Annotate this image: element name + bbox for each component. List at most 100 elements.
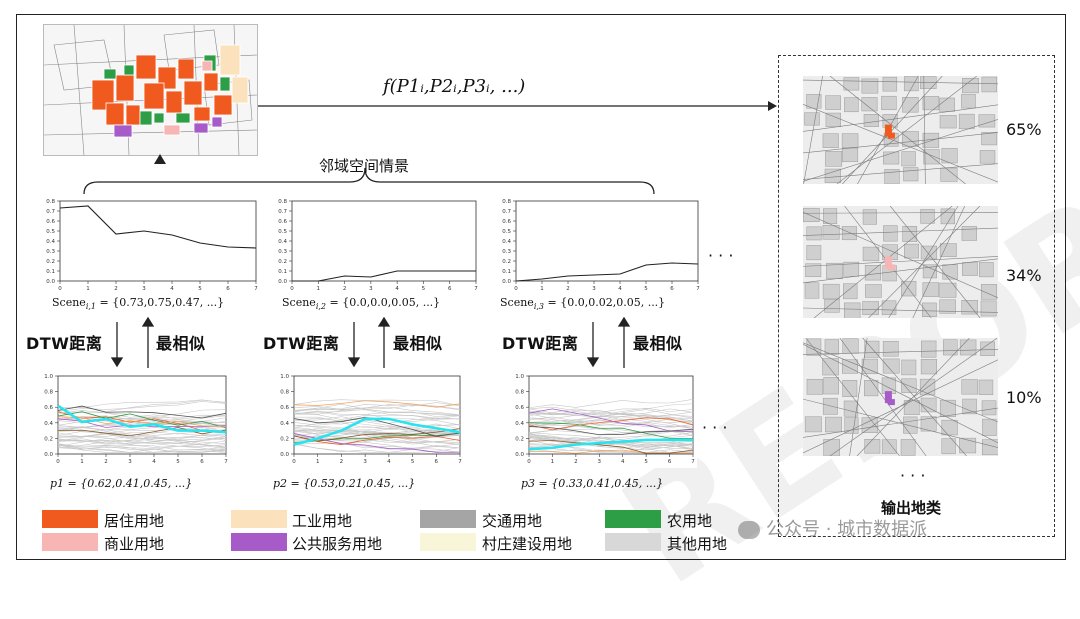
map-parcel [843, 77, 860, 91]
output-panel [778, 55, 1055, 537]
background-profile [528, 408, 694, 422]
y-tick-label: 0.0 [280, 452, 289, 458]
map-parcel [939, 282, 957, 298]
y-tick-label: 0.6 [515, 405, 524, 411]
x-tick-label: 4 [618, 286, 622, 292]
y-tick-label: 0.0 [502, 279, 511, 285]
map-parcel [864, 439, 881, 454]
percentage-1: 65% [1006, 120, 1042, 139]
plot-frame [293, 375, 461, 455]
background-profile [293, 411, 461, 426]
y-tick-label: 0.1 [278, 269, 287, 275]
y-tick-label: 0.7 [46, 209, 55, 215]
background-profile [293, 422, 461, 430]
background-profile [57, 437, 227, 448]
map-parcel [941, 438, 956, 455]
output-title: 输出地类 [881, 499, 942, 517]
map-road [803, 119, 998, 182]
category-profile [293, 400, 461, 408]
map-parcel [865, 284, 882, 298]
y-tick-label: 0.5 [502, 229, 511, 235]
x-tick-label: 4 [170, 286, 174, 292]
y-tick-label: 0.4 [502, 239, 511, 245]
y-tick-label: 0.4 [44, 421, 53, 427]
y-tick-label: 0.2 [515, 436, 524, 442]
legend-swatch-other [605, 533, 661, 551]
y-tick-label: 0.8 [502, 199, 511, 205]
map-parcel [882, 341, 899, 357]
map-road [803, 256, 998, 267]
y-tick-label: 0.0 [46, 279, 55, 285]
x-tick-label: 7 [254, 286, 258, 292]
y-tick-label: 0.5 [278, 229, 287, 235]
neighborhood-brace [83, 167, 655, 195]
y-tick-label: 0.2 [278, 259, 287, 265]
map-road [829, 76, 966, 184]
map-road [849, 338, 868, 456]
y-tick-label: 0.2 [44, 436, 53, 442]
background-profile [528, 439, 694, 450]
p-vector-2: p2 = {0.53,0.21,0.45, ...} [273, 477, 416, 490]
y-tick-label: 0.2 [46, 259, 55, 265]
x-tick-label: 2 [104, 459, 108, 465]
x-tick-label: 3 [363, 459, 367, 465]
map-parcel [843, 283, 858, 300]
map-parcel [901, 151, 916, 167]
x-tick-label: 1 [317, 286, 321, 292]
category-profile [528, 440, 694, 454]
map-parcel [864, 340, 880, 358]
background-profile [293, 424, 461, 433]
map-parcel [823, 377, 839, 395]
map-parcel [940, 167, 958, 182]
category-profile [57, 426, 227, 437]
background-profile [528, 435, 694, 450]
series-line [59, 205, 257, 249]
scene-label-1: Scenei,1 = {0.73,0.75,0.47, ...} [52, 296, 224, 311]
x-tick-label: 0 [56, 459, 60, 465]
map-parcel [921, 340, 937, 358]
target-parcel [887, 399, 895, 406]
background-profile [528, 419, 694, 428]
map-parcel [804, 282, 820, 299]
x-tick-label: 1 [80, 459, 84, 465]
background-profile [57, 438, 227, 447]
category-profile [293, 428, 461, 442]
map-parcel [961, 94, 976, 109]
background-profile [528, 414, 694, 425]
background-profile [528, 432, 694, 447]
background-profile [528, 411, 694, 418]
map-road [836, 76, 977, 184]
map-parcel [806, 378, 824, 395]
map-parcel [904, 243, 919, 259]
background-profile [293, 416, 461, 435]
target-parcel [884, 256, 892, 269]
function-label: f(P1ᵢ,P2ᵢ,P3ᵢ, ...) [383, 76, 526, 97]
x-tick-label: 3 [592, 286, 596, 292]
y-tick-label: 0.7 [278, 209, 287, 215]
x-tick-label: 3 [128, 459, 132, 465]
background-profile [293, 425, 461, 435]
map-road [803, 258, 998, 284]
background-profile [57, 426, 227, 439]
map-parcel [841, 226, 857, 241]
target-parcel [887, 132, 895, 139]
map-parcel [826, 262, 843, 279]
map-parcel [903, 167, 919, 182]
background-profile [528, 403, 694, 416]
dtw-label-1: DTW距离 [26, 334, 103, 353]
y-tick-label: 0.6 [502, 219, 511, 225]
map-parcel [978, 379, 994, 395]
x-tick-label: 2 [574, 459, 578, 465]
p-vector-1: p1 = {0.62,0.41,0.45, ...} [50, 477, 193, 490]
category-profile [57, 411, 227, 429]
background-profile [57, 440, 227, 450]
map-parcel [981, 400, 997, 416]
best-match-line [293, 417, 461, 446]
x-tick-label: 6 [435, 459, 439, 465]
best-match-line [528, 438, 693, 451]
background-profile [528, 445, 694, 453]
wechat-watermark: 公众号 · 城市数据派 [738, 515, 927, 541]
output-map-3 [803, 338, 998, 456]
map-parcel [863, 114, 879, 127]
map-road [923, 76, 926, 184]
